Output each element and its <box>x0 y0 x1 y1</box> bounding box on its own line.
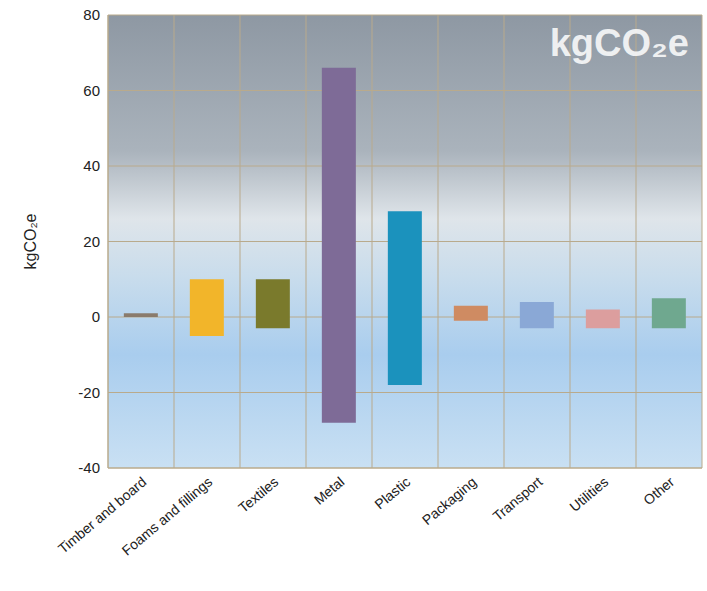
svg-text:80: 80 <box>83 6 100 23</box>
svg-text:Metal: Metal <box>311 474 348 508</box>
svg-text:40: 40 <box>83 157 100 174</box>
svg-text:-40: -40 <box>78 459 100 476</box>
svg-text:Plastic: Plastic <box>371 474 413 513</box>
svg-text:20: 20 <box>83 233 100 250</box>
svg-text:Foams and fillings: Foams and fillings <box>119 474 216 559</box>
svg-text:kgCO₂e: kgCO₂e <box>22 213 39 269</box>
svg-text:Textiles: Textiles <box>235 474 281 516</box>
svg-text:Other: Other <box>640 473 677 508</box>
svg-text:Transport: Transport <box>490 474 546 525</box>
svg-text:0: 0 <box>92 308 100 325</box>
svg-text:Utilities: Utilities <box>566 474 611 515</box>
svg-text:60: 60 <box>83 82 100 99</box>
svg-text:Packaging: Packaging <box>419 474 479 528</box>
html-text:kgCO₂e: kgCO₂e <box>549 22 689 64</box>
svg-text:-20: -20 <box>78 384 100 401</box>
svg-text:Timber and board: Timber and board <box>54 473 150 557</box>
